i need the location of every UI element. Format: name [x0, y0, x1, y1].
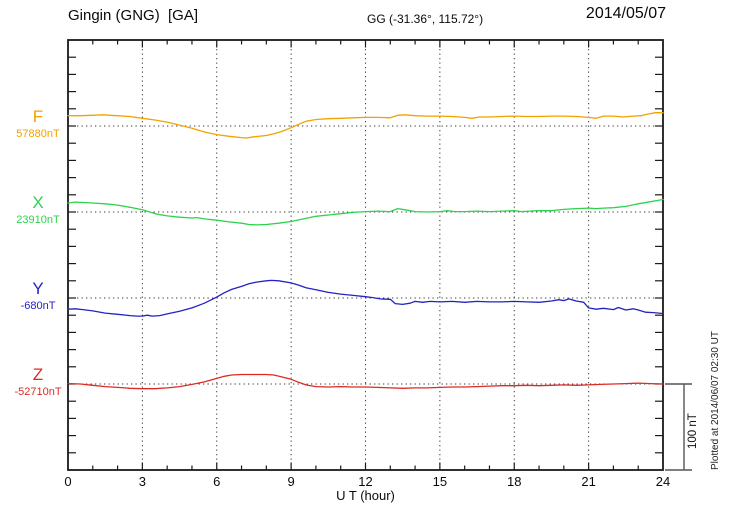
- channel-label-Y: Y -680nT: [0, 280, 76, 312]
- channel-baseline-Y: -680nT: [20, 300, 56, 312]
- trace-X: [67, 198, 664, 226]
- x-tick-label-0: 0: [64, 474, 72, 489]
- channel-baseline-Z: -52710nT: [14, 386, 62, 398]
- channel-letter-X: X: [32, 193, 44, 212]
- x-tick-label-9: 9: [287, 474, 295, 489]
- trace-Y: [67, 279, 664, 317]
- trace-F: [67, 112, 664, 139]
- x-tick-label-6: 6: [213, 474, 221, 489]
- x-tick-label-18: 18: [507, 474, 522, 489]
- channel-letter-Z: Z: [32, 365, 44, 384]
- x-tick-label-24: 24: [655, 474, 671, 489]
- x-axis-title: U T (hour): [336, 488, 395, 503]
- plotted-at-note: Plotted at 2014/06/07 02:30 UT: [710, 331, 721, 470]
- channel-letter-Y: Y: [32, 279, 44, 298]
- station-coordinates: GG (-31.36°, 115.72°): [367, 12, 484, 26]
- channel-letter-F: F: [32, 107, 44, 126]
- x-tick-label-21: 21: [581, 474, 596, 489]
- channel-label-Z: Z -52710nT: [0, 366, 76, 398]
- plot-border: [67, 39, 664, 471]
- x-tick-label-12: 12: [358, 474, 373, 489]
- scale-bar-label: 100 nT: [687, 413, 699, 449]
- x-tick-label-15: 15: [432, 474, 448, 489]
- channel-baseline-F: 57880nT: [16, 128, 60, 140]
- channel-baseline-X: 23910nT: [16, 214, 60, 226]
- station-title: Gingin (GNG) [GA]: [68, 7, 199, 24]
- x-tick-label-3: 3: [138, 474, 146, 489]
- plot-date: 2014/05/07: [585, 5, 666, 22]
- channel-label-X: X 23910nT: [0, 194, 76, 226]
- channel-label-F: F 57880nT: [0, 108, 76, 140]
- trace-Z: [67, 373, 664, 390]
